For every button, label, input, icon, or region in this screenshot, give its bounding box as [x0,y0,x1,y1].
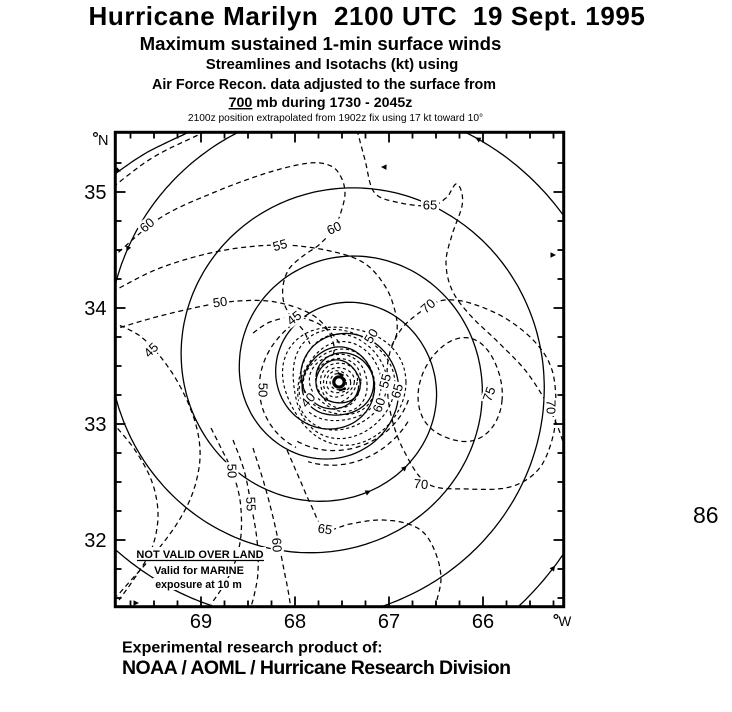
svg-text:NOT VALID OVER LAND: NOT VALID OVER LAND [136,549,263,561]
svg-text:65: 65 [388,382,406,400]
svg-text:Streamlines and Isotachs (kt): Streamlines and Isotachs (kt) using [206,56,459,73]
svg-text:50: 50 [256,383,271,397]
svg-text:exposure at 10 m: exposure at 10 m [155,579,242,591]
svg-text:65: 65 [423,198,437,213]
svg-text:34: 34 [84,298,106,320]
svg-text:Air Force Recon. data adjusted: Air Force Recon. data adjusted to the su… [152,77,496,93]
svg-text:700 mb during 1730 - 2045z: 700 mb during 1730 - 2045z [229,95,413,111]
svg-text:66: 66 [472,611,494,633]
svg-text:W: W [559,614,572,629]
svg-text:32: 32 [84,530,106,552]
svg-text:Maximum sustained 1-min surfac: Maximum sustained 1-min surface winds [140,33,502,54]
svg-text:35: 35 [84,182,106,204]
svg-text:60: 60 [324,218,343,238]
svg-text:60: 60 [269,537,285,552]
svg-text:67: 67 [378,611,400,633]
svg-text:70: 70 [413,476,429,492]
svg-text:68: 68 [284,611,306,633]
svg-text:NOAA / AOML / Hurricane Resear: NOAA / AOML / Hurricane Research Divisio… [122,657,511,679]
svg-text:N: N [98,133,108,149]
svg-text:55: 55 [376,372,394,390]
svg-text:33: 33 [84,414,106,436]
svg-text:50: 50 [224,464,239,479]
svg-text:Hurricane Marilyn 2100 UTC 1: Hurricane Marilyn 2100 UTC 19 Sept. 1995 [89,1,646,31]
svg-text:60: 60 [369,396,388,415]
svg-text:55: 55 [243,496,259,511]
svg-text:2100z position extrapolated fr: 2100z position extrapolated from 1902z f… [188,113,483,124]
svg-text:69: 69 [190,611,212,633]
svg-text:Experimental research product: Experimental research product of: [122,640,383,657]
svg-text:65: 65 [317,521,333,538]
svg-text:50: 50 [361,326,381,346]
svg-text:86: 86 [693,502,719,528]
svg-text:Valid for MARINE: Valid for MARINE [154,565,244,577]
svg-text:55: 55 [271,236,289,254]
svg-text:70: 70 [544,400,559,414]
svg-text:50: 50 [212,294,228,311]
svg-text:75: 75 [479,385,498,404]
